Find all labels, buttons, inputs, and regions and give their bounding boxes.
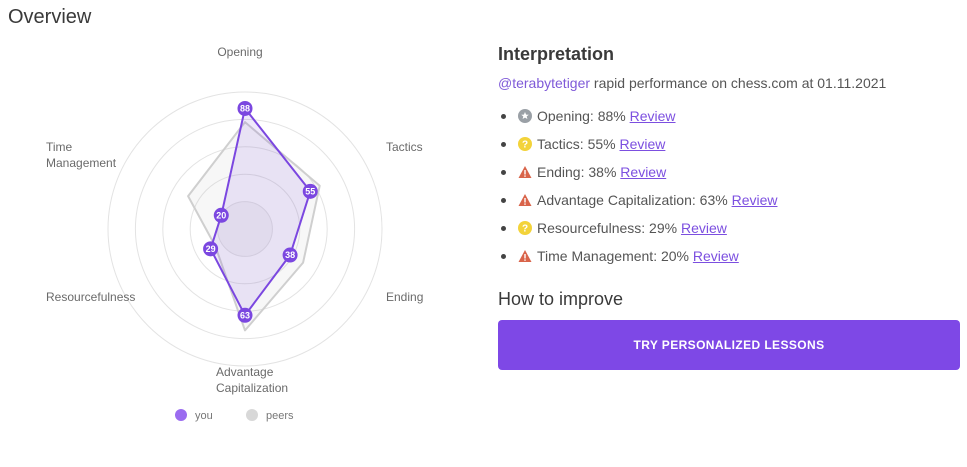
grid-ring — [189, 173, 301, 285]
item-label: Advantage Capitalization: 63% — [537, 192, 728, 208]
legend-swatch-peers — [246, 409, 258, 421]
data-label-you: 38 — [285, 250, 295, 260]
item-label: Resourcefulness: 29% — [537, 220, 678, 236]
warning-icon — [518, 191, 532, 206]
warning-icon — [518, 163, 532, 178]
grid-ring — [134, 118, 356, 340]
interpretation-panel: Interpretation @terabytetiger rapid perf… — [498, 44, 960, 370]
item-label: Opening: 88% — [537, 108, 626, 124]
review-link[interactable]: Review — [692, 248, 739, 264]
axis-label-resourcefulness: Resourcefulness — [46, 290, 135, 304]
star-badge-icon — [518, 107, 532, 123]
axis-label-time: Time — [46, 140, 73, 154]
review-link[interactable]: Review — [620, 164, 667, 180]
data-label-you: 20 — [216, 211, 226, 221]
warning-icon — [518, 247, 532, 262]
try-personalized-lessons-button[interactable]: TRY PERSONALIZED LESSONS — [498, 320, 960, 370]
question-badge-icon: ? — [518, 135, 532, 151]
svg-text:?: ? — [522, 224, 528, 235]
data-point-you — [203, 241, 219, 257]
legend-swatch-you — [175, 409, 187, 421]
data-point-you — [282, 247, 298, 263]
interpretation-list: Opening: 88% Review ? Tactics: 55% Review… — [498, 105, 960, 273]
review-link[interactable]: Review — [680, 220, 727, 236]
question-badge-icon: ? — [518, 219, 532, 235]
data-point-you — [237, 307, 253, 323]
interpretation-subtitle: @terabytetiger rapid performance on ches… — [498, 75, 960, 91]
axis-label-time: Management — [46, 156, 117, 170]
list-item: Opening: 88% Review — [498, 105, 960, 133]
legend-label-peers: peers — [266, 410, 294, 422]
subtitle-text: rapid performance on chess.com at 01.11.… — [590, 75, 887, 91]
interpretation-title: Interpretation — [498, 44, 615, 64]
list-item: Ending: 38% Review — [498, 161, 960, 189]
overview-title: Overview — [8, 6, 92, 28]
axis-label-ending: Ending — [386, 290, 423, 304]
data-label-you: 63 — [240, 311, 250, 321]
svg-text:?: ? — [522, 140, 528, 151]
grid-ring — [107, 91, 383, 367]
data-point-you — [237, 100, 253, 116]
username: @terabytetiger — [498, 75, 591, 91]
list-item: ? Tactics: 55% Review — [498, 133, 960, 161]
item-label: Ending: 38% — [537, 164, 617, 180]
improve-title: How to improve — [498, 289, 624, 309]
item-label: Tactics: 55% — [537, 136, 616, 152]
list-item: Time Management: 20% Review — [498, 245, 960, 273]
radar-chart: 88 55 38 63 29 20 Opening Tactics Ending Advantag… — [46, 45, 423, 422]
item-label: Time Management: 20% — [537, 248, 689, 264]
data-point-you — [302, 183, 318, 199]
data-label-you: 29 — [206, 244, 216, 254]
review-link[interactable]: Review — [619, 136, 666, 152]
list-item: ? Resourcefulness: 29% Review — [498, 217, 960, 245]
legend-label-you: you — [195, 410, 213, 422]
data-label-you: 88 — [240, 104, 250, 114]
axis-label-advantage: Capitalization — [216, 381, 288, 395]
data-point-you — [213, 207, 229, 223]
series-peers-polygon — [187, 121, 321, 332]
axis-label-advantage: Advantage — [216, 365, 274, 379]
review-link[interactable]: Review — [629, 108, 676, 124]
axis-label-tactics: Tactics — [386, 140, 423, 154]
axis-label-opening: Opening — [217, 45, 262, 59]
review-link[interactable]: Review — [731, 192, 778, 208]
data-label-you: 55 — [305, 187, 315, 197]
list-item: Advantage Capitalization: 63% Review — [498, 189, 960, 217]
